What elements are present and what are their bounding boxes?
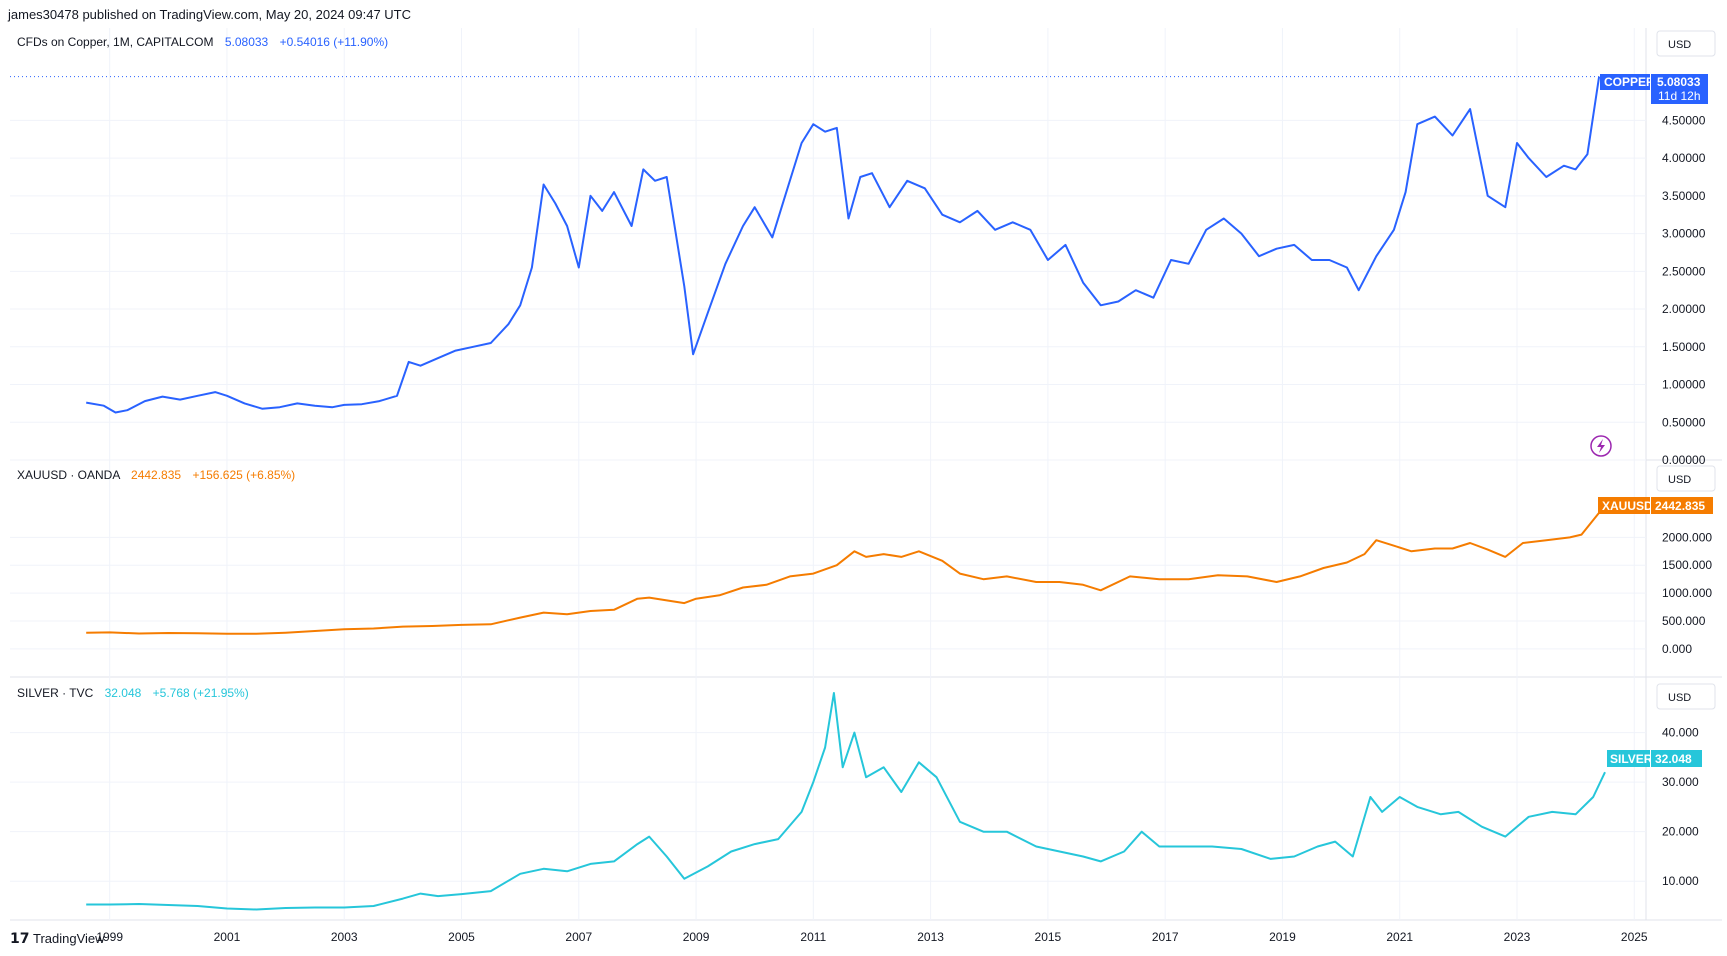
price-tick-label: 2.50000 — [1662, 264, 1706, 278]
copper-currency-button[interactable]: USD — [1656, 30, 1716, 57]
price-tick-label: 1500.000 — [1662, 558, 1712, 572]
price-tick-label: 0.00000 — [1662, 453, 1706, 467]
gold-legend-value: 2442.835 — [131, 468, 181, 482]
time-tick-label: 2017 — [1152, 930, 1179, 944]
price-tick-label: 0.000 — [1662, 642, 1692, 656]
silver-legend-change: +5.768 (+21.95%) — [153, 686, 249, 700]
silver-legend-title: SILVER · TVC — [17, 686, 94, 700]
copper-price-line[interactable] — [86, 76, 1601, 414]
gold-price-tag: XAUUSD 2442.835 — [1598, 497, 1713, 514]
price-tick-label: 4.00000 — [1662, 151, 1706, 165]
time-tick-label: 2023 — [1504, 930, 1531, 944]
price-tick-label: 500.000 — [1662, 614, 1706, 628]
gold-price-line[interactable] — [86, 512, 1600, 635]
gold-currency-label: USD — [1668, 474, 1691, 486]
tradingview-mark-icon: 𝟭𝟳 — [10, 930, 29, 946]
time-tick-label: 2007 — [565, 930, 592, 944]
price-tick-label: 3.00000 — [1662, 227, 1706, 241]
price-tick-label: 1.50000 — [1662, 340, 1706, 354]
price-tick-label: 1000.000 — [1662, 586, 1712, 600]
time-tick-label: 2009 — [683, 930, 710, 944]
price-tick-label: 2.00000 — [1662, 302, 1706, 316]
silver-legend-value: 32.048 — [105, 686, 142, 700]
time-tick-label: 1999 — [96, 930, 123, 944]
copper-tag-countdown: 11d 12h — [1658, 89, 1701, 103]
time-tick-label: 2025 — [1621, 930, 1648, 944]
copper-price-tag: COPPER 5.08033 11d 12h — [1600, 74, 1708, 104]
time-tick-label: 2019 — [1269, 930, 1296, 944]
silver-tag-label: SILVER — [1610, 752, 1653, 766]
gold-legend[interactable]: XAUUSD · OANDA 2442.835 +156.625 (+6.85%… — [17, 468, 295, 482]
copper-tag-label: COPPER — [1604, 75, 1655, 89]
silver-currency-button[interactable]: USD — [1656, 683, 1716, 710]
gold-legend-title: XAUUSD · OANDA — [17, 468, 120, 482]
time-tick-label: 2013 — [917, 930, 944, 944]
price-tick-label: 10.000 — [1662, 874, 1699, 888]
price-tick-label: 0.50000 — [1662, 415, 1706, 429]
price-tick-label: 20.000 — [1662, 825, 1699, 839]
copper-legend-title: CFDs on Copper, 1M, CAPITALCOM — [17, 35, 214, 49]
copper-legend-value: 5.08033 — [225, 35, 269, 49]
lightning-icon[interactable] — [1590, 435, 1612, 457]
price-tick-label: 3.50000 — [1662, 189, 1706, 203]
gold-tag-value: 2442.835 — [1655, 499, 1705, 513]
gold-legend-change: +156.625 (+6.85%) — [192, 468, 295, 482]
copper-legend[interactable]: CFDs on Copper, 1M, CAPITALCOM 5.08033 +… — [17, 35, 388, 49]
tradingview-brand: TradingView — [33, 931, 105, 946]
price-tick-label: 30.000 — [1662, 775, 1699, 789]
time-tick-label: 2021 — [1386, 930, 1413, 944]
silver-tag-value: 32.048 — [1655, 752, 1692, 766]
published-caption: james30478 published on TradingView.com,… — [7, 7, 411, 22]
time-tick-label: 2005 — [448, 930, 475, 944]
tradingview-logo: 𝟭𝟳 TradingView — [10, 930, 105, 946]
price-tick-label: 2000.000 — [1662, 530, 1712, 544]
gold-tag-label: XAUUSD — [1602, 499, 1653, 513]
time-tick-label: 2015 — [1035, 930, 1062, 944]
copper-legend-change: +0.54016 (+11.90%) — [280, 35, 389, 49]
gold-pane[interactable]: 0.000 500.000 1000.000 1500.000 2000.000 — [10, 512, 1712, 656]
silver-legend[interactable]: SILVER · TVC 32.048 +5.768 (+21.95%) — [17, 686, 249, 700]
time-axis[interactable]: 1999 2001 2003 2005 2007 2009 2011 2013 2015 2017… — [96, 930, 1648, 944]
silver-price-line[interactable] — [86, 692, 1606, 911]
price-tick-label: 1.00000 — [1662, 378, 1706, 392]
silver-currency-label: USD — [1668, 692, 1691, 704]
time-tick-label: 2001 — [214, 930, 241, 944]
copper-tag-value: 5.08033 — [1657, 75, 1701, 89]
copper-pane[interactable]: 0.00000 0.50000 1.00000 1.50000 2.00000 2.500… — [10, 76, 1706, 467]
gold-currency-button[interactable]: USD — [1656, 465, 1716, 492]
silver-price-tag: SILVER 32.048 — [1607, 750, 1702, 767]
silver-pane[interactable]: 10.000 20.000 30.000 40.000 — [10, 692, 1699, 911]
price-tick-label: 40.000 — [1662, 726, 1699, 740]
copper-currency-label: USD — [1668, 39, 1691, 51]
vertical-gridlines — [109, 28, 1635, 920]
time-tick-label: 2011 — [800, 930, 826, 944]
time-tick-label: 2003 — [331, 930, 358, 944]
price-tick-label: 4.50000 — [1662, 113, 1706, 127]
